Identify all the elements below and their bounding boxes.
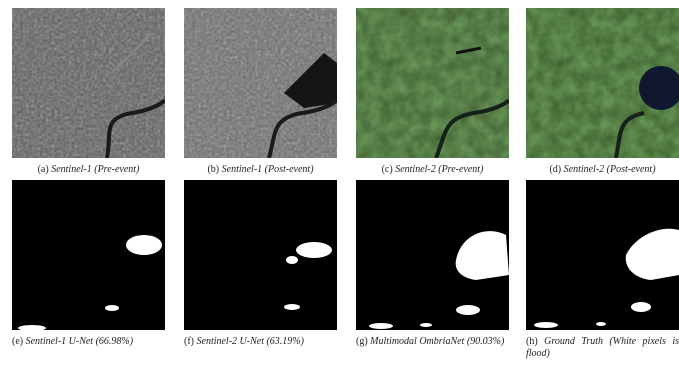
panel-b: (b) Sentinel-1 (Post-event) bbox=[184, 8, 337, 176]
caption: (c) Sentinel-2 (Pre-event) bbox=[356, 164, 509, 176]
mask-image bbox=[184, 180, 337, 330]
panel-a: (a) Sentinel-1 (Pre-event) bbox=[12, 8, 165, 176]
caption-text: Sentinel-2 U-Net (63.19%) bbox=[197, 336, 304, 347]
caption-text: Sentinel-1 (Pre-event) bbox=[51, 164, 139, 175]
caption-text: Sentinel-2 (Pre-event) bbox=[395, 164, 483, 175]
sar-image bbox=[184, 8, 337, 158]
optical-image bbox=[526, 8, 679, 158]
mask-image bbox=[356, 180, 509, 330]
caption-text: Ground Truth (White pixels is flood) bbox=[526, 336, 679, 359]
page: (a) Sentinel-1 (Pre-event) (b) Sentinel-… bbox=[0, 0, 679, 370]
caption-text: Multimodal OmbriaNet (90.03%) bbox=[370, 336, 504, 347]
caption-text: Sentinel-1 U-Net (66.98%) bbox=[26, 336, 133, 347]
caption-label: (d) bbox=[549, 164, 561, 175]
optical-image bbox=[356, 8, 509, 158]
panel-f: (f) Sentinel-2 U-Net (63.19%) bbox=[184, 180, 337, 348]
caption: (f) Sentinel-2 U-Net (63.19%) bbox=[184, 336, 337, 348]
caption-label: (g) bbox=[356, 336, 368, 347]
mask-image bbox=[526, 180, 679, 330]
caption-label: (h) bbox=[526, 336, 538, 347]
caption-label: (e) bbox=[12, 336, 23, 347]
caption-text: Sentinel-1 (Post-event) bbox=[222, 164, 314, 175]
caption-label: (c) bbox=[382, 164, 393, 175]
caption-label: (a) bbox=[38, 164, 49, 175]
caption-label: (f) bbox=[184, 336, 194, 347]
sar-image bbox=[12, 8, 165, 158]
caption-label: (b) bbox=[207, 164, 219, 175]
caption: (g) Multimodal OmbriaNet (90.03%) bbox=[356, 336, 509, 348]
panel-e: (e) Sentinel-1 U-Net (66.98%) bbox=[12, 180, 165, 348]
caption: (b) Sentinel-1 (Post-event) bbox=[184, 164, 337, 176]
panel-g: (g) Multimodal OmbriaNet (90.03%) bbox=[356, 180, 509, 348]
caption: (a) Sentinel-1 (Pre-event) bbox=[12, 164, 165, 176]
caption-text: Sentinel-2 (Post-event) bbox=[564, 164, 656, 175]
mask-image bbox=[12, 180, 165, 330]
panel-d: (d) Sentinel-2 (Post-event) bbox=[526, 8, 679, 176]
caption: (d) Sentinel-2 (Post-event) bbox=[526, 164, 679, 176]
panel-h: (h) Ground Truth (White pixels is flood) bbox=[526, 180, 679, 360]
panel-c: (c) Sentinel-2 (Pre-event) bbox=[356, 8, 509, 176]
caption: (e) Sentinel-1 U-Net (66.98%) bbox=[12, 336, 165, 348]
caption: (h) Ground Truth (White pixels is flood) bbox=[526, 336, 679, 360]
